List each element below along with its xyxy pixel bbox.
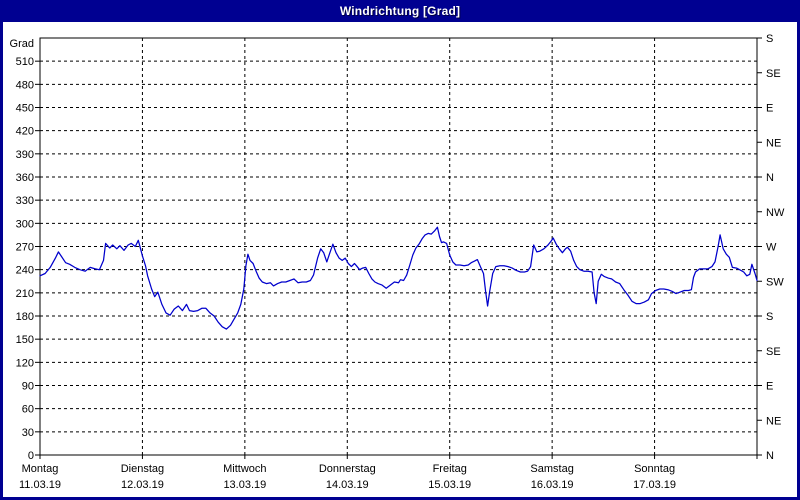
y-left-tick-label: 180 — [16, 311, 34, 323]
plot-frame — [39, 37, 758, 456]
y-left-tick-label: 300 — [16, 218, 34, 230]
x-date-label: 14.03.19 — [326, 479, 369, 491]
y-right-tick-label: NW — [766, 207, 785, 219]
y-left-tick-label: 0 — [28, 450, 34, 462]
y-left-tick-label: 480 — [16, 79, 34, 91]
y-left-tick-label: 30 — [22, 427, 34, 439]
y-right-tick-label: SW — [766, 276, 784, 288]
y-right-tick-label: N — [766, 450, 774, 462]
wind-direction-line — [39, 226, 758, 330]
x-day-label: Samstag — [530, 463, 573, 475]
y-left-tick-label: 270 — [16, 242, 34, 254]
y-left-tick-label: 330 — [16, 195, 34, 207]
x-day-label: Freitag — [433, 463, 467, 475]
x-day-label: Montag — [22, 463, 59, 475]
x-date-label: 17.03.19 — [633, 479, 676, 491]
x-date-label: 12.03.19 — [121, 479, 164, 491]
y-right-tick-label: S — [766, 311, 773, 323]
y-left-tick-label: 60 — [22, 404, 34, 416]
y-left-tick-label: 450 — [16, 103, 34, 115]
y-right-tick-label: SE — [766, 68, 781, 80]
y-left-tick-label: 420 — [16, 126, 34, 138]
y-right-tick-label: N — [766, 172, 774, 184]
x-day-label: Sonntag — [634, 463, 675, 475]
y-axis-title: Grad — [10, 38, 34, 50]
x-date-label: 16.03.19 — [531, 479, 574, 491]
plot-background — [3, 22, 797, 497]
y-left-tick-label: 150 — [16, 334, 34, 346]
x-date-label: 11.03.19 — [19, 479, 61, 491]
y-left-tick-label: 210 — [16, 288, 34, 300]
y-right-tick-label: NE — [766, 415, 781, 427]
y-right-tick-label: E — [766, 381, 773, 393]
x-day-label: Dienstag — [121, 463, 164, 475]
title-bar[interactable]: Windrichtung [Grad] — [0, 0, 800, 22]
y-right-tick-label: NE — [766, 137, 781, 149]
y-left-tick-label: 360 — [16, 172, 34, 184]
y-right-tick-label: W — [766, 242, 777, 254]
y-left-tick-label: 390 — [16, 149, 34, 161]
x-day-label: Donnerstag — [319, 463, 376, 475]
y-right-tick-label: E — [766, 103, 773, 115]
window-title: Windrichtung [Grad] — [339, 4, 461, 18]
x-date-label: 13.03.19 — [223, 479, 266, 491]
y-left-tick-label: 90 — [22, 381, 34, 393]
x-day-label: Mittwoch — [223, 463, 266, 475]
y-left-tick-label: 120 — [16, 357, 34, 369]
y-right-tick-label: S — [766, 33, 773, 45]
y-right-tick-label: SE — [766, 346, 781, 358]
x-date-label: 15.03.19 — [428, 479, 471, 491]
y-left-tick-label: 510 — [16, 56, 34, 68]
y-left-tick-label: 240 — [16, 265, 34, 277]
